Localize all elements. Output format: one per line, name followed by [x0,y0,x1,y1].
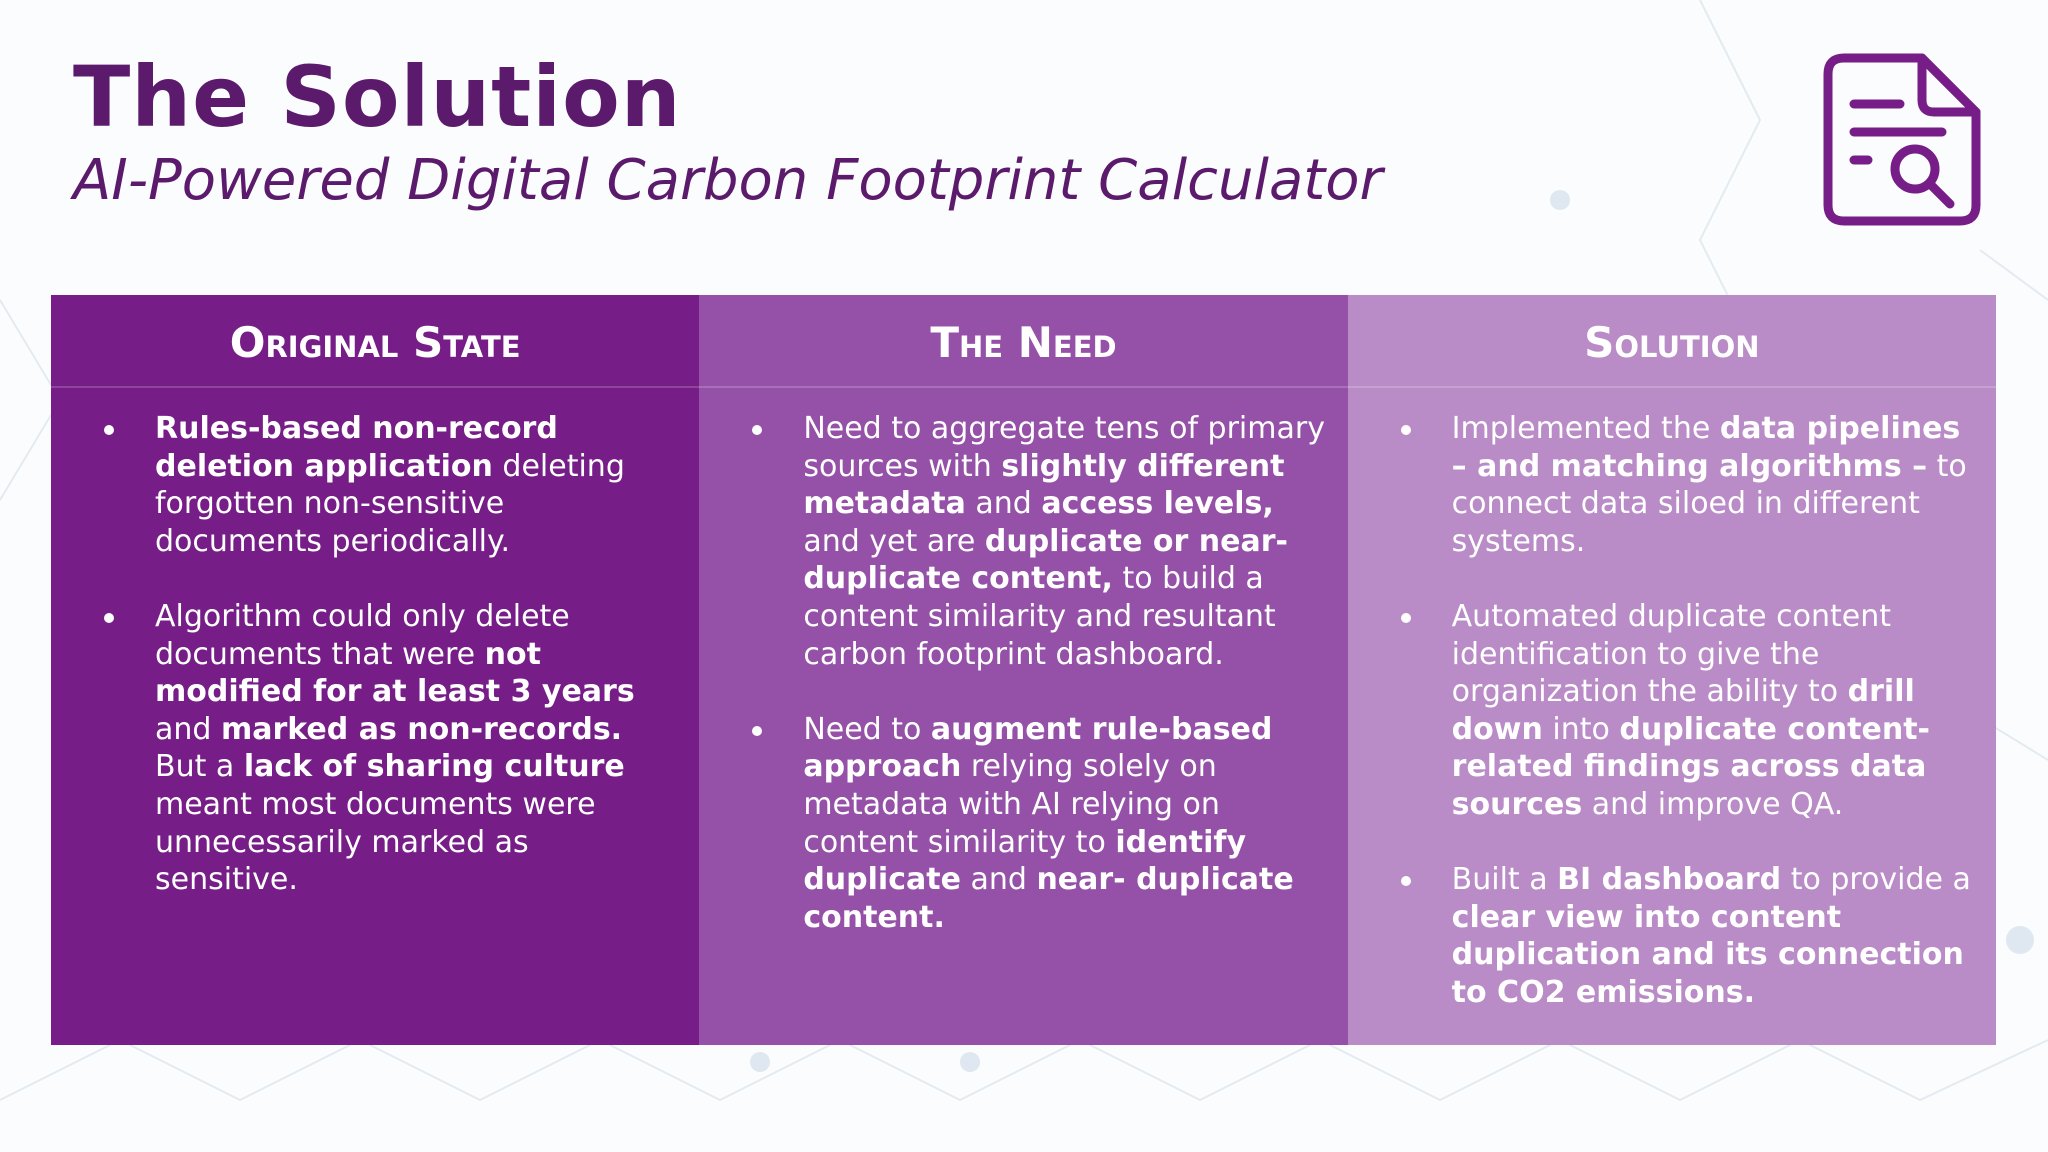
title: The Solution [73,48,682,146]
bold-text: data pipelines – and matching algorithms… [1451,411,1961,484]
column: The Need Need to aggregate tens of primar… [699,295,1348,1045]
bullet-item: Algorithm could only delete documents th… [103,598,679,899]
text: Need to [803,711,931,747]
columns-panel: Original State Rules-based non-record del… [51,295,1996,1045]
text: and [155,711,221,747]
column: Solution Implemented the data pipelines –… [1347,295,1996,1045]
text: Automated duplicate content identificati… [1451,598,1891,710]
bold-text: BI dashboard [1557,862,1782,898]
text: deleting forgotten non-sensitive documen… [155,448,625,559]
bold-text: augment rule-based approach [803,711,1273,785]
subtitle: AI-Powered Digital Carbon Footprint Calc… [73,148,1383,213]
bold-text: drill down [1451,674,1915,747]
text: and yet are [803,523,985,559]
bold-text: marked as non-records. [220,711,623,747]
bullet-item: Built a BI dashboard to provide a clear … [1400,861,1976,1011]
text: and [960,862,1037,898]
text: and [965,486,1042,522]
bold-text: access levels, [1041,486,1274,522]
column-heading: Solution [1347,295,1996,388]
text: meant most documents were unnecessarily … [155,786,596,898]
bold-text: Rules-based non-record deletion applicat… [155,411,558,484]
bullet-item: Implemented the data pipelines – and mat… [1400,410,1976,560]
text: to build a content similarity and result… [803,561,1276,672]
text: Algorithm could only delete documents th… [155,598,570,672]
bold-text: duplicate or near-duplicate content, [803,523,1288,597]
bullet-item: Need to augment rule-based approach rely… [752,711,1327,937]
text: to provide a [1781,862,1971,898]
text: Implemented the [1451,411,1720,446]
text: to connect data siloed in different syst… [1451,448,1967,559]
bold-text: duplicate content-related findings acros… [1451,711,1930,822]
text: into [1542,711,1620,747]
bullet-list: Rules-based non-record deletion applicat… [51,388,699,899]
text: But a [155,749,244,785]
bullet-list: Implemented the data pipelines – and mat… [1348,388,1996,1012]
bold-text: lack of sharing culture [243,749,625,785]
text: and improve QA. [1582,786,1844,822]
bold-text: not modified for at least 3 years [155,636,635,710]
bold-text: clear view into content duplication and … [1451,899,1964,1010]
bold-text: near- duplicate content. [803,862,1294,935]
text: Need to aggregate tens of primary source… [803,411,1325,484]
bullet-item: Need to aggregate tens of primary source… [752,410,1327,673]
text: relying solely on metadata with AI relyi… [803,749,1220,860]
document-search-icon [1823,53,1981,226]
bullet-list: Need to aggregate tens of primary source… [699,388,1347,936]
bullet-item: Rules-based non-record deletion applicat… [103,410,679,560]
column-heading: Original State [51,295,700,388]
column-heading: The Need [699,295,1348,388]
bold-text: slightly different metadata [803,448,1285,522]
text: Built a [1451,862,1558,898]
column: Original State Rules-based non-record del… [51,295,700,1045]
bold-text: identify duplicate [803,824,1247,898]
bullet-item: Automated duplicate content identificati… [1400,598,1976,824]
